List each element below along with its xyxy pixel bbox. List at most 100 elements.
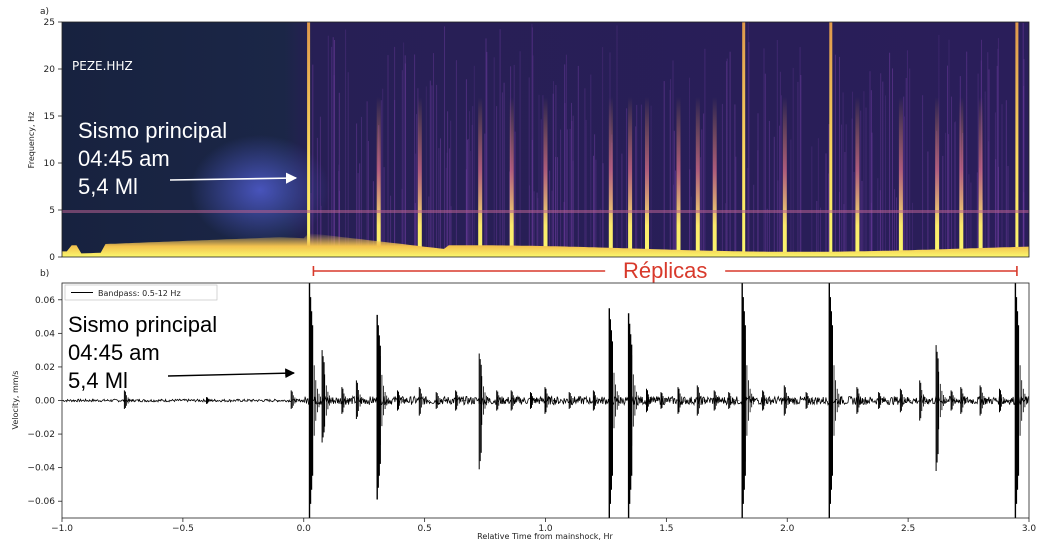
spectrogram-streak: [345, 29, 347, 257]
spectrogram-streak: [571, 102, 572, 257]
spectrogram-streak: [465, 169, 467, 257]
spectrogram-panel: 0 5 10 15 20 25 Frequency, Hz PEZE.HHZ Sismo …: [27, 18, 1030, 263]
spectrogram-streak: [357, 173, 359, 257]
waveform-x-tick-label: 3.0: [1022, 524, 1037, 534]
spectrogram-streak: [825, 153, 827, 257]
spectrogram-y-tick-label: 20: [44, 65, 56, 75]
spectrogram-streak: [390, 195, 392, 257]
spectrogram-streak: [942, 155, 944, 257]
spectrogram-streak: [471, 124, 473, 257]
spectrogram-streak: [675, 170, 676, 257]
spectrogram-streak: [366, 101, 368, 257]
spectrogram-y-tick-label: 0: [49, 253, 55, 263]
spectrogram-streak: [565, 54, 567, 257]
spectrogram-streak: [448, 148, 450, 257]
annotation-a-line-3: 5,4 Ml: [78, 174, 138, 199]
waveform-x-tick-label: 0.5: [417, 524, 431, 534]
spectrogram-streak: [757, 150, 759, 257]
spectrogram-y-tick-label: 10: [44, 159, 56, 169]
spectrogram-streak: [347, 72, 349, 257]
spectrogram-streak: [870, 90, 872, 257]
spectrogram-streak: [590, 74, 592, 257]
spectrogram-streak: [861, 180, 863, 257]
spectrogram-streak: [361, 116, 362, 257]
spectrogram-streak: [839, 56, 840, 257]
five-hz-band: [62, 210, 1029, 213]
spectrogram-streak: [984, 91, 986, 257]
spectrogram-aftershock: [855, 97, 860, 257]
spectrogram-streak: [851, 118, 853, 257]
spectrogram-y-tick-label: 25: [44, 18, 55, 28]
spectrogram-streak: [394, 99, 396, 257]
spectrogram-streak: [820, 207, 821, 257]
spectrogram-streak: [816, 201, 818, 257]
spectrogram-streak: [616, 25, 618, 257]
spectrogram-streak: [842, 92, 844, 257]
waveform-x-tick-label: 0.0: [297, 524, 312, 534]
spectrogram-streak: [467, 138, 469, 257]
spectrogram-aftershock: [509, 97, 514, 257]
spectrogram-streak: [951, 96, 952, 257]
spectrogram-streak: [927, 151, 929, 257]
spectrogram-streak: [485, 38, 487, 257]
spectrogram-streak: [431, 85, 433, 257]
annotation-b-arrow: [167, 368, 295, 379]
spectrogram-streak: [327, 35, 329, 257]
spectrogram-streak: [414, 54, 416, 257]
spectrogram-aftershock: [712, 97, 717, 257]
spectrogram-streak: [906, 50, 908, 257]
spectrogram-streak: [828, 173, 830, 257]
spectrogram-streak: [766, 208, 768, 257]
spectrogram-streak: [880, 73, 882, 257]
spectrogram-streak: [382, 88, 384, 257]
spectrogram-streak: [640, 104, 642, 257]
spectrogram-streak: [585, 119, 587, 257]
spectrogram-streak: [997, 48, 999, 257]
spectrogram-streak: [401, 70, 403, 257]
spectrogram-streak: [602, 47, 604, 257]
spectrogram-streak: [779, 71, 781, 257]
spectrogram-streak: [404, 55, 406, 257]
spectrogram-streak: [566, 129, 568, 257]
spectrogram-annotation: Sismo principal 04:45 am 5,4 Ml: [78, 118, 298, 199]
spectrogram-streak: [577, 65, 579, 257]
spectrogram-streak: [584, 88, 586, 257]
spectrogram-streak: [572, 115, 574, 257]
spectrogram-streak: [844, 152, 846, 257]
spectrogram-strong-event: [1015, 22, 1019, 257]
waveform-x-tick-label: −0.5: [172, 524, 194, 534]
spectrogram-streak: [556, 157, 558, 257]
spectrogram-streak: [444, 26, 445, 257]
spectrogram-streak: [663, 81, 665, 257]
spectrogram-streak: [310, 193, 312, 257]
spectrogram-streak: [869, 71, 871, 257]
spectrogram-streak: [792, 67, 794, 257]
spectrogram-streak: [776, 40, 778, 257]
spectrogram-streak: [455, 60, 457, 257]
waveform-y-tick-label: 0.02: [35, 363, 55, 373]
aftershock-bracket: Réplicas: [312, 258, 1018, 283]
spectrogram-streak: [394, 46, 396, 257]
spectrogram-streak: [552, 93, 554, 257]
spectrogram-aftershock: [676, 97, 681, 257]
spectrogram-streak: [403, 42, 405, 257]
spectrogram-streak: [529, 185, 530, 257]
spectrogram-streak: [995, 159, 997, 257]
spectrogram-streak: [338, 92, 340, 257]
aftershock-bracket-label: Réplicas: [623, 258, 707, 283]
spectrogram-y-axis-label: Frequency, Hz: [27, 112, 36, 169]
spectrogram-streak: [689, 77, 690, 257]
spectrogram-streak: [690, 196, 692, 257]
spectrogram-streak: [414, 203, 416, 257]
spectrogram-streak: [538, 94, 540, 257]
spectrogram-streak: [670, 79, 672, 257]
spectrogram-streak: [673, 130, 675, 257]
spectrogram-streak: [865, 107, 867, 257]
spectrogram-streak: [779, 125, 781, 257]
spectrogram-streak: [621, 153, 623, 257]
spectrogram-streak: [560, 129, 562, 257]
spectrogram-streak: [735, 156, 737, 257]
spectrogram-streak: [499, 29, 501, 257]
spectrogram-streak: [496, 106, 498, 257]
spectrogram-streak: [450, 206, 452, 257]
